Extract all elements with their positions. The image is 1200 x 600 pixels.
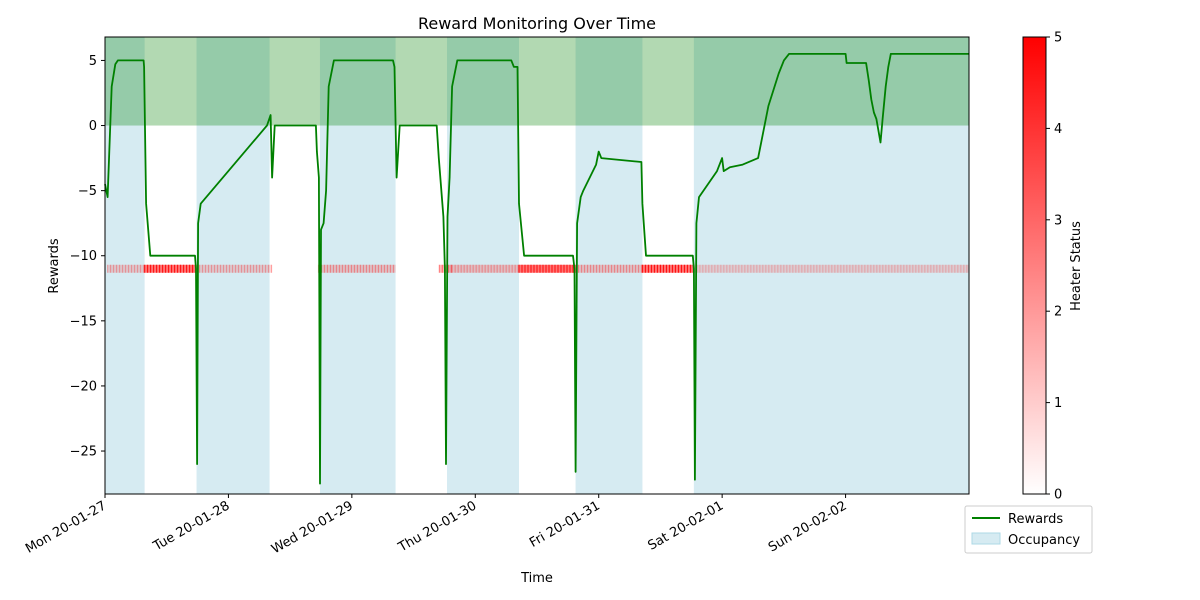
positive-reward-band [105, 37, 969, 126]
heater-strip [519, 265, 576, 273]
heater-strip [145, 265, 197, 273]
heater-strip-fill [145, 265, 197, 273]
legend: Rewards Occupancy [965, 506, 1092, 553]
colorbar-tick-label: 2 [1054, 305, 1062, 320]
heater-strip [576, 265, 643, 273]
heater-strip-fill [197, 265, 273, 273]
legend-occupancy-swatch [972, 533, 1000, 544]
heater-strip-fill [642, 265, 693, 273]
y-tick-label: −5 [78, 184, 97, 199]
chart-title: Reward Monitoring Over Time [418, 14, 656, 33]
colorbar-label: Heater Status [1069, 221, 1084, 311]
colorbar-tick-label: 4 [1054, 122, 1062, 137]
heater-strip [197, 265, 273, 273]
y-tick-label: 0 [89, 119, 97, 134]
y-axis: 5 0 −5 −10 −15 −20 −25 [70, 54, 105, 460]
x-tick-label: Mon 20-01-27 [23, 498, 109, 556]
heater-status-marks [108, 265, 969, 273]
heater-strip [452, 265, 519, 273]
positive-band [105, 37, 969, 126]
x-tick-label: Fri 20-01-31 [527, 498, 603, 550]
heater-strip [694, 265, 969, 273]
legend-rewards-label: Rewards [1008, 512, 1063, 527]
heater-strip [318, 265, 395, 273]
x-tick-label: Wed 20-01-29 [269, 498, 356, 557]
colorbar-tick-label: 1 [1054, 396, 1062, 411]
y-tick-label: 5 [89, 54, 97, 69]
x-tick-label: Sat 20-02-01 [645, 498, 726, 553]
legend-occupancy-label: Occupancy [1008, 533, 1080, 548]
colorbar-gradient [1023, 37, 1046, 494]
colorbar-tick-label: 3 [1054, 213, 1062, 228]
heater-strip [642, 265, 693, 273]
x-tick-label: Thu 20-01-30 [395, 498, 479, 555]
colorbar-tick-label: 5 [1054, 31, 1062, 46]
y-axis-label: Rewards [47, 238, 62, 293]
y-tick-label: −15 [70, 314, 97, 329]
x-tick-label: Tue 20-01-28 [150, 498, 232, 554]
y-tick-label: −20 [70, 379, 97, 394]
y-tick-label: −10 [70, 249, 97, 264]
heater-colorbar: 0 1 2 3 4 5 [1023, 31, 1062, 503]
colorbar-tick-label: 0 [1054, 488, 1062, 503]
x-tick-label: Sun 20-02-02 [766, 498, 850, 555]
heater-strip [108, 265, 145, 273]
x-axis: Mon 20-01-27 Tue 20-01-28 Wed 20-01-29 Thu … [23, 494, 850, 557]
y-tick-label: −25 [70, 445, 97, 460]
x-axis-label: Time [520, 571, 553, 586]
